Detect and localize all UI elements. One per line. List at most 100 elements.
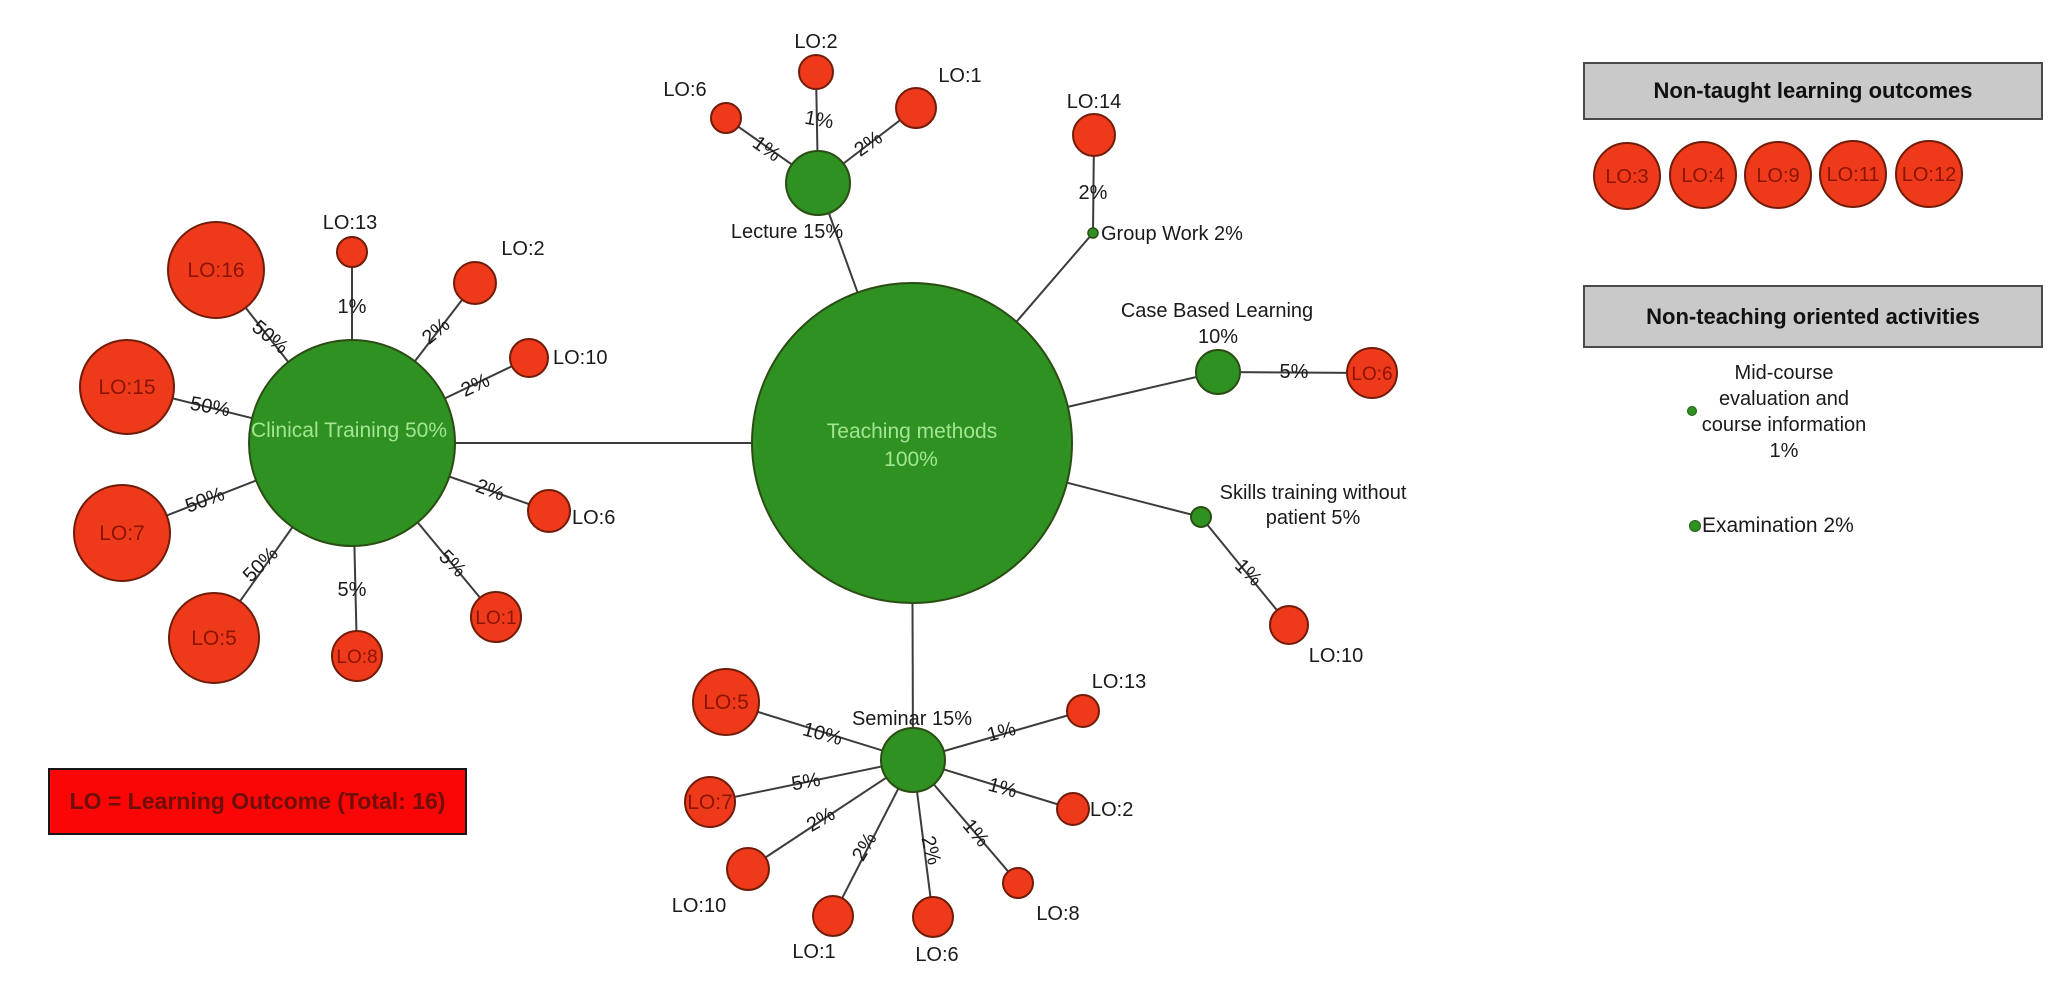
diagram-label: Case Based Learning	[1121, 300, 1313, 322]
diagram-label: LO:13	[1092, 671, 1146, 693]
node-nontaught-lo9	[1744, 141, 1812, 209]
diagram-label: 50%	[182, 483, 227, 517]
node-skills-training	[1190, 506, 1212, 528]
diagram-label: LO:2	[501, 238, 544, 260]
node-group-work	[1087, 227, 1099, 239]
diagram-label: Clinical Training 50%	[251, 419, 447, 442]
node-seminar-lo2	[1056, 792, 1090, 826]
node-nontaught-lo3	[1593, 142, 1661, 210]
diagram-label: 1%	[986, 774, 1020, 803]
diagram-label: 1%	[958, 815, 994, 851]
examination-label: Examination 2%	[1702, 514, 1854, 537]
diagram-label: 2%	[850, 127, 886, 162]
diagram-label: LO:14	[1067, 91, 1121, 113]
diagram-label: LO:4	[1681, 165, 1724, 187]
node-seminar-lo1	[812, 895, 854, 937]
diagram-label: 2%	[418, 314, 454, 350]
node-skills-lo10	[1269, 605, 1309, 645]
diagram-label: 5%	[434, 546, 470, 582]
node-seminar-lo10	[726, 847, 770, 891]
diagram-label: 2%	[1079, 182, 1108, 204]
diagram-label: LO:10	[553, 347, 607, 369]
diagram-label: LO:16	[187, 259, 244, 282]
diagram-label: patient 5%	[1266, 507, 1361, 529]
diagram-label: Lecture 15%	[731, 221, 844, 243]
diagram-label: 5%	[338, 579, 367, 601]
non-teaching-header-label: Non-teaching oriented activities	[1646, 303, 1980, 329]
diagram-label: LO:1	[938, 65, 981, 87]
diagram-label: LO:5	[191, 627, 237, 650]
node-lecture-lo2	[798, 54, 834, 90]
diagram-label: LO:6	[1351, 364, 1392, 385]
diagram-label: Skills training without	[1220, 482, 1407, 504]
node-casebased-lo6	[1346, 347, 1398, 399]
node-clinical-lo10	[509, 338, 549, 378]
diagram-label: LO:7	[99, 522, 145, 545]
node-lecture-lo1	[895, 87, 937, 129]
node-clinical-lo16	[167, 221, 265, 319]
node-nontaught-lo4	[1669, 141, 1737, 209]
diagram-label: LO:6	[572, 507, 615, 529]
diagram-label: 100%	[884, 448, 938, 471]
diagram-label: 1%	[985, 718, 1019, 747]
diagram-label: 5%	[1280, 361, 1309, 383]
diagram-label: LO:8	[1036, 903, 1079, 925]
non-teaching-header: Non-teaching oriented activities	[1583, 285, 2043, 348]
diagram-label: Teaching methods	[827, 420, 997, 443]
edge-skills-training--skills-lo10	[1200, 516, 1290, 626]
diagram-label: LO:11	[1827, 164, 1880, 186]
node-seminar-lo8	[1002, 867, 1034, 899]
node-seminar-lo5	[692, 668, 760, 736]
diagram-label: LO:1	[475, 608, 516, 629]
diagram-label: LO:2	[1090, 799, 1133, 821]
diagram-label: 2%	[848, 829, 882, 865]
legend-box: LO = Learning Outcome (Total: 16)	[48, 768, 467, 835]
diagram-label: LO:15	[98, 376, 155, 399]
diagram-label: 1%	[803, 107, 836, 134]
diagram-label: LO:2	[794, 31, 837, 53]
node-clinical-lo6	[527, 489, 571, 533]
midcourse-evaluation-label: Mid-course evaluation and course informa…	[1701, 362, 1867, 462]
node-clinical-lo1	[470, 591, 522, 643]
diagram-label: LO:12	[1902, 164, 1956, 186]
diagram-label: Group Work 2%	[1101, 223, 1243, 245]
node-clinical-training	[248, 339, 456, 547]
diagram-label: LO:6	[663, 79, 706, 101]
non-taught-header-label: Non-taught learning outcomes	[1653, 78, 1973, 103]
node-seminar-lo13	[1066, 694, 1100, 728]
diagram-label: 5%	[790, 769, 823, 796]
diagram-label: 1%	[338, 296, 367, 318]
node-clinical-lo13	[336, 236, 368, 268]
midcourse-dot-icon	[1687, 406, 1697, 416]
diagram-label: Seminar 15%	[852, 708, 972, 730]
node-nontaught-lo12	[1895, 140, 1963, 208]
non-taught-header: Non-taught learning outcomes	[1583, 62, 2043, 120]
node-groupwork-lo14	[1072, 113, 1116, 157]
diagram-label: LO:5	[703, 691, 749, 714]
node-clinical-lo7	[73, 484, 171, 582]
diagram-label: LO:7	[687, 791, 733, 814]
diagram-label: 50%	[188, 393, 231, 422]
node-clinical-lo15	[79, 339, 175, 435]
examination-dot-icon	[1689, 520, 1701, 532]
legend-text: LO = Learning Outcome (Total: 16)	[69, 788, 446, 814]
diagram-label: LO:3	[1605, 166, 1648, 188]
node-seminar-lo7	[684, 776, 736, 828]
node-clinical-lo2	[453, 261, 497, 305]
node-teaching-methods	[751, 282, 1073, 604]
node-nontaught-lo11	[1819, 140, 1887, 208]
diagram-label: LO:8	[336, 647, 377, 668]
node-lecture	[785, 150, 851, 216]
diagram-label: LO:10	[1309, 645, 1363, 667]
diagram-label: 2%	[803, 803, 839, 837]
diagram-label: 10%	[1198, 326, 1238, 348]
diagram-label: LO:9	[1756, 165, 1799, 187]
node-case-based-learning	[1195, 349, 1241, 395]
node-seminar	[880, 727, 946, 793]
node-clinical-lo5	[168, 592, 260, 684]
diagram-label: LO:13	[323, 212, 377, 234]
diagram-label: LO:6	[915, 944, 958, 966]
diagram-label: LO:1	[792, 941, 835, 963]
